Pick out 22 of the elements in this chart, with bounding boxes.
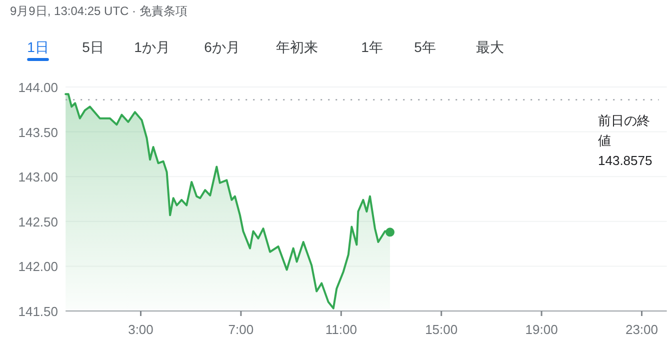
x-tick-label: 23:00 bbox=[625, 322, 658, 337]
y-tick-label: 141.50 bbox=[18, 304, 58, 319]
ref-line-label: 前日の終値 143.8575 bbox=[598, 112, 652, 168]
text: 6か月 bbox=[204, 39, 240, 55]
x-tick-label: 11:00 bbox=[325, 322, 357, 337]
x-tick-label: 3:00 bbox=[128, 322, 154, 337]
text: 最大 bbox=[476, 39, 504, 55]
text: 1か月 bbox=[134, 39, 170, 55]
x-tick-label: 19:00 bbox=[525, 322, 558, 337]
y-tick-label: 143.00 bbox=[18, 170, 58, 185]
text: 年初来 bbox=[276, 39, 318, 55]
y-tick-label: 142.00 bbox=[18, 259, 58, 274]
x-tick-label: 7:00 bbox=[228, 322, 254, 337]
text: 1日 bbox=[27, 39, 49, 55]
text: 5年 bbox=[414, 39, 436, 55]
x-tick-label: 15:00 bbox=[425, 322, 458, 337]
y-tick-label: 143.50 bbox=[18, 124, 58, 140]
y-tick-label: 144.00 bbox=[18, 80, 58, 95]
text: 5日 bbox=[82, 39, 104, 55]
text: 1年 bbox=[361, 39, 383, 55]
chart-title: 9月9日, 13:04:25 UTC · 免責条項 bbox=[10, 4, 188, 18]
y-tick-label: 142.50 bbox=[18, 214, 58, 230]
